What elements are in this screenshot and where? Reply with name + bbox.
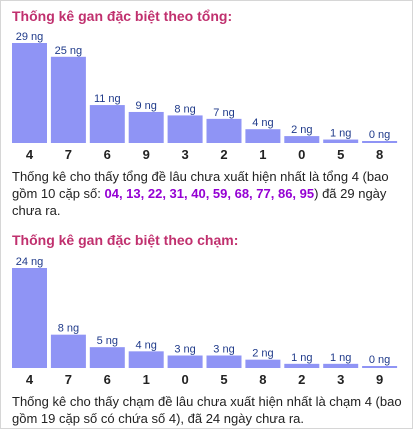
bar-6 xyxy=(89,105,125,143)
category-label: 1 xyxy=(259,147,266,162)
category-label: 6 xyxy=(104,372,111,387)
category-label: 5 xyxy=(220,372,227,387)
bar-9 xyxy=(128,111,164,143)
bar-value-label: 25 ng xyxy=(55,45,83,57)
tong-summary-note: Thống kê cho thấy tổng đề lâu chưa xuất … xyxy=(12,168,407,219)
tong-number-list: 04, 13, 22, 31, 40, 59, 68, 77, 86, 95 xyxy=(104,186,315,201)
bar-3 xyxy=(167,115,203,143)
bar-value-label: 3 ng xyxy=(174,344,195,356)
bar-value-label: 0 ng xyxy=(369,354,390,366)
bar-5 xyxy=(323,139,359,143)
category-label: 4 xyxy=(26,372,34,387)
bar-0 xyxy=(167,355,203,368)
bar-1 xyxy=(128,351,164,368)
category-label: 9 xyxy=(376,372,383,387)
category-label: 9 xyxy=(143,147,150,162)
bar-value-label: 2 ng xyxy=(252,348,273,360)
tong-note-text-2: ) đã 29 ngày chưa ra. xyxy=(12,186,387,218)
bar-value-label: 1 ng xyxy=(291,352,312,364)
bar-4 xyxy=(12,43,47,143)
category-label: 6 xyxy=(104,147,111,162)
bar-6 xyxy=(89,347,125,368)
category-label: 3 xyxy=(181,147,188,162)
cham-bar-chart: 24 ng 4 8 ng 7 5 ng 6 4 ng 1 3 ng 0 3 ng 5 2 ng 8 1 ng… xyxy=(12,256,398,387)
bar-8 xyxy=(245,359,281,368)
bar-value-label: 0 ng xyxy=(369,129,390,141)
bar-value-label: 7 ng xyxy=(213,107,234,119)
bar-1 xyxy=(245,129,281,143)
bar-value-label: 29 ng xyxy=(16,31,44,43)
bar-9 xyxy=(362,366,398,368)
bar-value-label: 5 ng xyxy=(97,335,118,347)
bar-value-label: 8 ng xyxy=(174,103,195,115)
bar-0 xyxy=(284,136,320,143)
tong-note-text-1: Thống kê cho thấy tổng đề lâu chưa xuất … xyxy=(12,169,389,201)
bar-value-label: 4 ng xyxy=(252,117,273,129)
tong-bar-chart: 29 ng 4 25 ng 7 11 ng 6 9 ng 9 8 ng 3 7 ng 2 4 ng 1 2 … xyxy=(12,31,398,162)
bar-value-label: 4 ng xyxy=(135,339,156,351)
bar-value-label: 2 ng xyxy=(291,124,312,136)
bar-7 xyxy=(50,334,86,368)
bar-8 xyxy=(362,141,398,143)
bar-3 xyxy=(323,363,359,368)
category-label: 2 xyxy=(298,372,305,387)
bar-2 xyxy=(206,118,242,143)
bar-value-label: 1 ng xyxy=(330,352,351,364)
category-label: 8 xyxy=(376,147,383,162)
bar-value-label: 11 ng xyxy=(94,93,121,105)
bar-5 xyxy=(206,355,242,368)
category-label: 7 xyxy=(65,147,72,162)
bar-value-label: 3 ng xyxy=(213,344,234,356)
category-label: 8 xyxy=(259,372,266,387)
category-label: 4 xyxy=(26,147,34,162)
category-label: 3 xyxy=(337,372,344,387)
category-label: 0 xyxy=(298,147,305,162)
bar-value-label: 1 ng xyxy=(330,128,351,140)
bar-value-label: 9 ng xyxy=(135,100,156,112)
bar-2 xyxy=(284,363,320,368)
category-label: 2 xyxy=(220,147,227,162)
bar-4 xyxy=(12,268,47,368)
category-label: 5 xyxy=(337,147,344,162)
cham-summary-note: Thống kê cho thấy chạm đề lâu chưa xuất … xyxy=(12,394,402,426)
bar-value-label: 8 ng xyxy=(58,323,79,335)
category-label: 7 xyxy=(65,372,72,387)
bar-value-label: 24 ng xyxy=(16,256,44,268)
tong-chart-title: Thống kê gan đặc biệt theo tổng: xyxy=(12,8,233,24)
cham-chart-title: Thống kê gan đặc biệt theo chạm: xyxy=(12,232,239,248)
category-label: 1 xyxy=(143,372,150,387)
bar-7 xyxy=(50,56,86,143)
category-label: 0 xyxy=(181,372,188,387)
